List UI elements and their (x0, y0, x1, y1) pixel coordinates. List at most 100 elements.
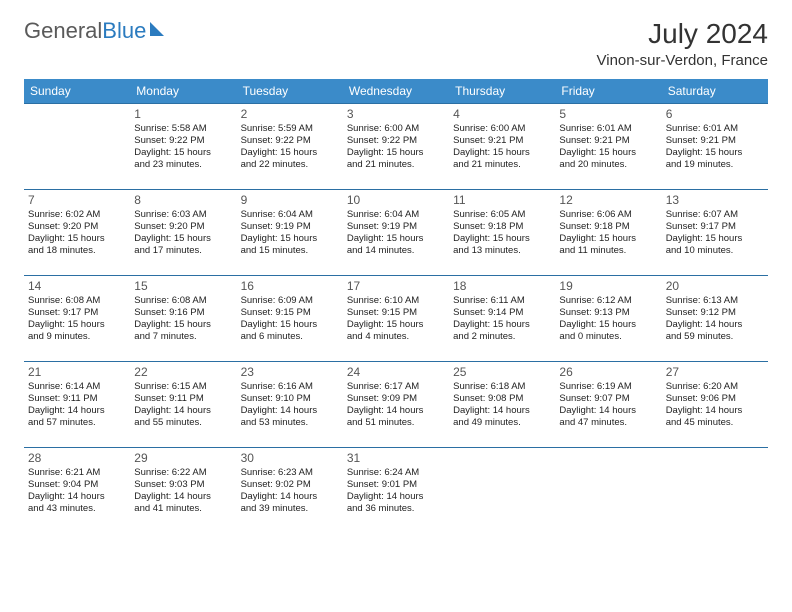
calendar-cell: 11Sunrise: 6:05 AMSunset: 9:18 PMDayligh… (449, 189, 555, 275)
day-number: 22 (134, 365, 232, 379)
weekday-header: Monday (130, 79, 236, 103)
day-info-line: Sunrise: 6:01 AM (666, 123, 764, 135)
day-info-line: Sunset: 9:14 PM (453, 307, 551, 319)
day-info-line: Sunset: 9:20 PM (134, 221, 232, 233)
day-info-line: Daylight: 15 hours (666, 233, 764, 245)
day-number: 19 (559, 279, 657, 293)
day-info-line: Sunset: 9:03 PM (134, 479, 232, 491)
calendar-cell: 22Sunrise: 6:15 AMSunset: 9:11 PMDayligh… (130, 361, 236, 447)
calendar-row: 1Sunrise: 5:58 AMSunset: 9:22 PMDaylight… (24, 103, 768, 189)
day-info-line: Daylight: 15 hours (28, 233, 126, 245)
calendar-cell: 28Sunrise: 6:21 AMSunset: 9:04 PMDayligh… (24, 447, 130, 533)
day-number: 7 (28, 193, 126, 207)
calendar-cell (662, 447, 768, 533)
day-info-line: Daylight: 15 hours (347, 319, 445, 331)
day-info-line: and 39 minutes. (241, 503, 339, 515)
day-info-line: Sunset: 9:15 PM (241, 307, 339, 319)
day-number: 30 (241, 451, 339, 465)
day-info-line: Sunset: 9:08 PM (453, 393, 551, 405)
day-info-line: and 49 minutes. (453, 417, 551, 429)
day-info-line: Sunrise: 6:05 AM (453, 209, 551, 221)
day-info-line: and 23 minutes. (134, 159, 232, 171)
day-info-line: and 17 minutes. (134, 245, 232, 257)
calendar-row: 28Sunrise: 6:21 AMSunset: 9:04 PMDayligh… (24, 447, 768, 533)
day-info-line: and 13 minutes. (453, 245, 551, 257)
day-info-line: Sunrise: 6:02 AM (28, 209, 126, 221)
day-number: 2 (241, 107, 339, 121)
day-info-line: and 47 minutes. (559, 417, 657, 429)
day-info-line: and 15 minutes. (241, 245, 339, 257)
day-info-line: Sunrise: 6:04 AM (347, 209, 445, 221)
day-info-line: and 11 minutes. (559, 245, 657, 257)
day-info-line: Sunrise: 6:06 AM (559, 209, 657, 221)
day-info-line: Sunrise: 6:11 AM (453, 295, 551, 307)
day-number: 27 (666, 365, 764, 379)
calendar-cell: 24Sunrise: 6:17 AMSunset: 9:09 PMDayligh… (343, 361, 449, 447)
day-info-line: and 18 minutes. (28, 245, 126, 257)
day-info-line: Daylight: 15 hours (347, 147, 445, 159)
calendar-cell: 18 Sunrise: 6:11 AMSunset: 9:14 PMDayligh… (449, 275, 555, 361)
weekday-header: Saturday (662, 79, 768, 103)
day-info-line: Daylight: 14 hours (666, 319, 764, 331)
calendar-row: 7Sunrise: 6:02 AMSunset: 9:20 PMDaylight… (24, 189, 768, 275)
logo: GeneralBlue (24, 18, 164, 44)
day-info-line: Sunset: 9:11 PM (134, 393, 232, 405)
day-info-line: Daylight: 15 hours (453, 319, 551, 331)
day-info-line: Sunset: 9:22 PM (134, 135, 232, 147)
day-number: 18 (453, 279, 551, 293)
day-info-line: Daylight: 15 hours (134, 147, 232, 159)
day-info-line: and 7 minutes. (134, 331, 232, 343)
day-info-line: and 2 minutes. (453, 331, 551, 343)
calendar-cell: 7 Sunrise: 6:02 AMSunset: 9:20 PMDaylight… (24, 189, 130, 275)
day-info-line: Sunset: 9:21 PM (559, 135, 657, 147)
day-info-line: Daylight: 14 hours (28, 491, 126, 503)
day-info-line: Daylight: 14 hours (28, 405, 126, 417)
day-info-line: Sunset: 9:22 PM (241, 135, 339, 147)
calendar-cell: 27Sunrise: 6:20 AMSunset: 9:06 PMDayligh… (662, 361, 768, 447)
day-info-line: Sunset: 9:19 PM (347, 221, 445, 233)
logo-mark-icon (150, 22, 164, 36)
calendar-head: SundayMondayTuesdayWednesdayThursdayFrid… (24, 79, 768, 103)
day-info-line: and 43 minutes. (28, 503, 126, 515)
day-info-line: Sunset: 9:20 PM (28, 221, 126, 233)
calendar-cell: 20Sunrise: 6:13 AMSunset: 9:12 PMDayligh… (662, 275, 768, 361)
calendar-cell: 16Sunrise: 6:09 AMSunset: 9:15 PMDayligh… (237, 275, 343, 361)
day-info-line: Sunset: 9:12 PM (666, 307, 764, 319)
day-number: 14 (28, 279, 126, 293)
day-info-line: and 21 minutes. (453, 159, 551, 171)
day-info-line: Daylight: 15 hours (453, 233, 551, 245)
day-info-line: and 21 minutes. (347, 159, 445, 171)
day-info-line: Daylight: 15 hours (241, 319, 339, 331)
calendar-cell: 19 Sunrise: 6:12 AMSunset: 9:13 PMDayligh… (555, 275, 661, 361)
day-info-line: and 57 minutes. (28, 417, 126, 429)
weekday-header: Wednesday (343, 79, 449, 103)
day-info-line: Sunset: 9:11 PM (28, 393, 126, 405)
day-info-line: Sunrise: 6:16 AM (241, 381, 339, 393)
day-number: 6 (666, 107, 764, 121)
day-info-line: Daylight: 14 hours (666, 405, 764, 417)
day-info-line: Daylight: 15 hours (559, 319, 657, 331)
day-info-line: and 22 minutes. (241, 159, 339, 171)
calendar-cell: 15Sunrise: 6:08 AMSunset: 9:16 PMDayligh… (130, 275, 236, 361)
day-info-line: Sunset: 9:17 PM (666, 221, 764, 233)
day-info-line: and 45 minutes. (666, 417, 764, 429)
day-info-line: Sunrise: 6:12 AM (559, 295, 657, 307)
day-info-line: Sunrise: 6:01 AM (559, 123, 657, 135)
day-number: 26 (559, 365, 657, 379)
day-info-line: Sunset: 9:21 PM (453, 135, 551, 147)
calendar-cell: 12Sunrise: 6:06 AMSunset: 9:18 PMDayligh… (555, 189, 661, 275)
day-info-line: Daylight: 15 hours (347, 233, 445, 245)
header: GeneralBlue July 2024 Vinon-sur-Verdon, … (24, 18, 768, 69)
day-info-line: Sunset: 9:04 PM (28, 479, 126, 491)
day-info-line: Sunrise: 6:17 AM (347, 381, 445, 393)
day-number: 8 (134, 193, 232, 207)
calendar-row: 14Sunrise: 6:08 AMSunset: 9:17 PMDayligh… (24, 275, 768, 361)
day-info-line: Sunrise: 6:24 AM (347, 467, 445, 479)
day-info-line: Sunrise: 6:00 AM (453, 123, 551, 135)
day-info-line: Sunset: 9:18 PM (559, 221, 657, 233)
day-info-line: Daylight: 14 hours (453, 405, 551, 417)
day-info-line: Sunrise: 5:58 AM (134, 123, 232, 135)
day-info-line: and 10 minutes. (666, 245, 764, 257)
day-number: 3 (347, 107, 445, 121)
day-info-line: Sunset: 9:13 PM (559, 307, 657, 319)
